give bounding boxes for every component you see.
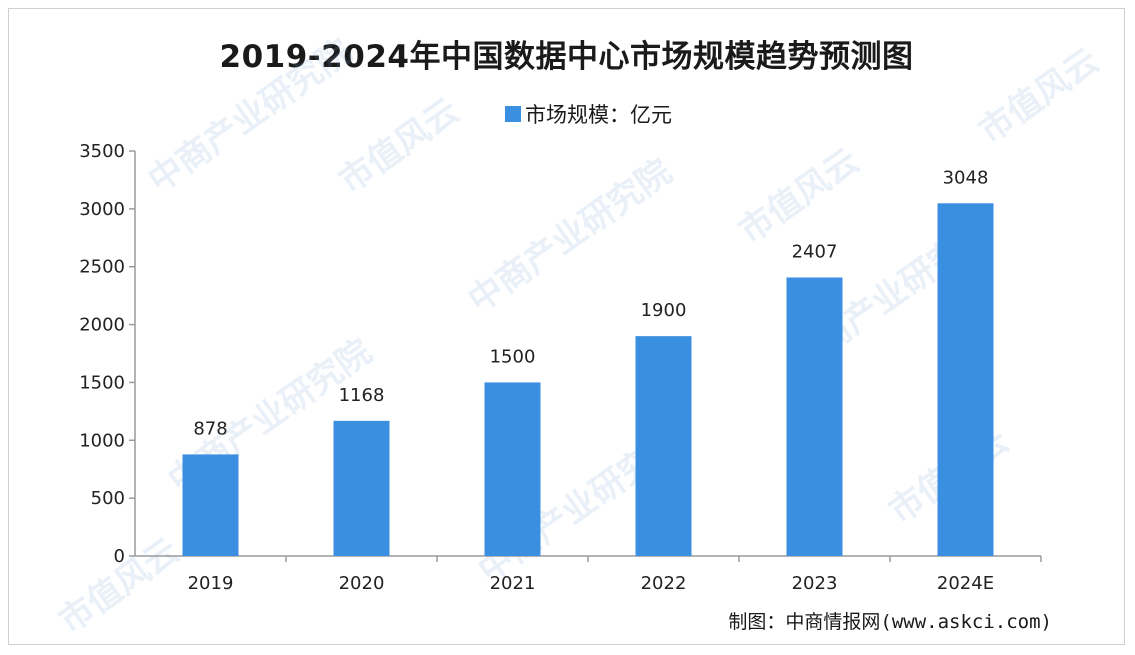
data-label: 878 xyxy=(193,418,227,439)
x-tick-label: 2022 xyxy=(641,573,687,594)
data-label: 2407 xyxy=(792,241,838,262)
data-label: 3048 xyxy=(943,167,989,188)
bar xyxy=(786,277,843,556)
y-tick-label: 500 xyxy=(91,488,125,509)
bar xyxy=(937,203,994,556)
data-label: 1500 xyxy=(490,346,536,367)
y-tick-label: 2000 xyxy=(79,315,125,336)
chart-frame: 2019-2024年中国数据中心市场规模趋势预测图 市场规模：亿元 中商产业研究… xyxy=(8,8,1125,645)
bar xyxy=(635,336,692,556)
y-tick-label: 0 xyxy=(114,546,125,567)
y-tick-label: 3000 xyxy=(79,199,125,220)
x-tick-label: 2024E xyxy=(937,573,994,594)
y-tick-label: 1000 xyxy=(79,430,125,451)
chart-legend: 市场规模：亿元 xyxy=(505,99,672,129)
x-tick-label: 2020 xyxy=(339,573,385,594)
bar xyxy=(333,420,390,556)
x-tick-label: 2023 xyxy=(792,573,838,594)
data-label: 1168 xyxy=(339,385,385,406)
legend-swatch xyxy=(505,106,521,122)
bar xyxy=(182,454,239,556)
y-tick-label: 3500 xyxy=(79,141,125,162)
x-tick-label: 2021 xyxy=(490,573,536,594)
data-label: 1900 xyxy=(641,300,687,321)
y-tick-label: 1500 xyxy=(79,372,125,393)
legend-label: 市场规模：亿元 xyxy=(525,103,672,127)
chart-title: 2019-2024年中国数据中心市场规模趋势预测图 xyxy=(219,39,914,75)
y-tick-label: 2500 xyxy=(79,257,125,278)
bar-chart: 0 500 1000 1500 2000 2500 3000 3500 2019 878 2020 1… xyxy=(79,141,1042,594)
bar xyxy=(484,382,541,556)
x-tick-label: 2019 xyxy=(188,573,234,594)
chart-source: 制图：中商情报网(www.askci.com) xyxy=(728,611,1052,633)
